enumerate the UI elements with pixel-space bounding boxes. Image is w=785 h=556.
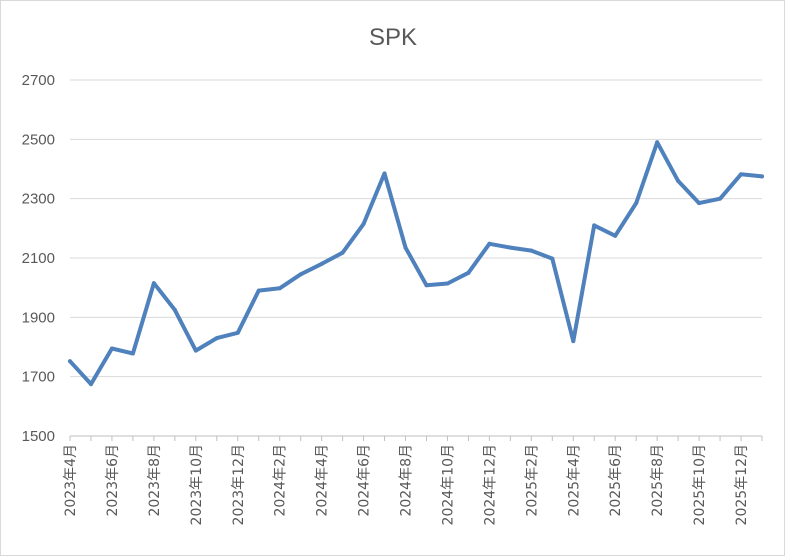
x-tick-label: 2023年4月	[63, 444, 79, 517]
x-tick-label: 2024年12月	[482, 444, 498, 525]
x-tick-label: 2025年6月	[608, 444, 624, 517]
data-point	[214, 336, 219, 341]
x-tick-label: 2024年8月	[399, 444, 415, 517]
data-point	[382, 171, 387, 176]
y-tick-label: 1700	[22, 369, 55, 386]
data-point	[298, 272, 303, 277]
data-point	[403, 245, 408, 250]
x-tick-label: 2024年6月	[357, 444, 373, 517]
series-group	[68, 140, 764, 387]
x-tick-label: 2023年8月	[147, 444, 163, 517]
gridlines	[70, 79, 762, 378]
data-point	[361, 221, 366, 226]
data-point	[466, 270, 471, 275]
y-tick-label: 1500	[22, 428, 55, 445]
data-point	[151, 281, 156, 286]
data-point	[340, 250, 345, 255]
y-tick-label: 2700	[22, 72, 55, 89]
chart-title: SPK	[369, 24, 417, 51]
y-tick-label: 2100	[22, 250, 55, 267]
x-tick-label: 2023年6月	[105, 444, 121, 517]
x-tick-label: 2025年2月	[524, 444, 540, 517]
x-tick-label: 2023年10月	[189, 444, 205, 525]
data-point	[529, 248, 534, 253]
y-tick-label: 1900	[22, 309, 55, 326]
data-point	[256, 288, 261, 293]
data-point	[487, 241, 492, 246]
data-point	[277, 286, 282, 291]
x-tick-label: 2024年10月	[440, 444, 456, 525]
data-point	[739, 172, 744, 177]
data-point	[634, 201, 639, 206]
x-tick-label: 2024年2月	[273, 444, 289, 517]
data-point	[68, 359, 72, 364]
x-tick-label: 2025年8月	[650, 444, 666, 517]
x-axis: 2023年4月 2023年6月 2023年8月 2023年10月 2023年12月 202…	[63, 435, 763, 525]
x-tick-label: 2025年12月	[734, 444, 750, 525]
data-point	[613, 233, 618, 238]
data-point	[508, 245, 513, 250]
y-axis: 1500 1700 1900 2100 2300 2500 2700	[22, 72, 55, 445]
data-point	[718, 196, 723, 201]
data-point	[130, 351, 135, 356]
data-point	[235, 330, 240, 335]
data-point	[424, 283, 429, 288]
series-line	[68, 140, 764, 387]
x-tick-label: 2023年12月	[231, 444, 247, 525]
data-point	[88, 382, 93, 387]
data-point	[319, 261, 324, 266]
x-tick-label: 2024年4月	[315, 444, 331, 517]
data-point	[655, 140, 660, 145]
y-tick-label: 2500	[22, 131, 55, 148]
x-tick-label: 2025年10月	[692, 444, 708, 525]
x-tick-label: 2025年4月	[566, 444, 582, 517]
data-point	[760, 174, 764, 179]
data-point	[445, 281, 450, 286]
data-point	[109, 346, 114, 351]
data-point	[172, 307, 177, 312]
data-point	[193, 348, 198, 353]
data-point	[697, 201, 702, 206]
data-point	[592, 223, 597, 228]
data-point	[676, 178, 681, 183]
data-point	[571, 339, 576, 344]
data-point	[550, 256, 555, 261]
y-tick-label: 2300	[22, 191, 55, 208]
